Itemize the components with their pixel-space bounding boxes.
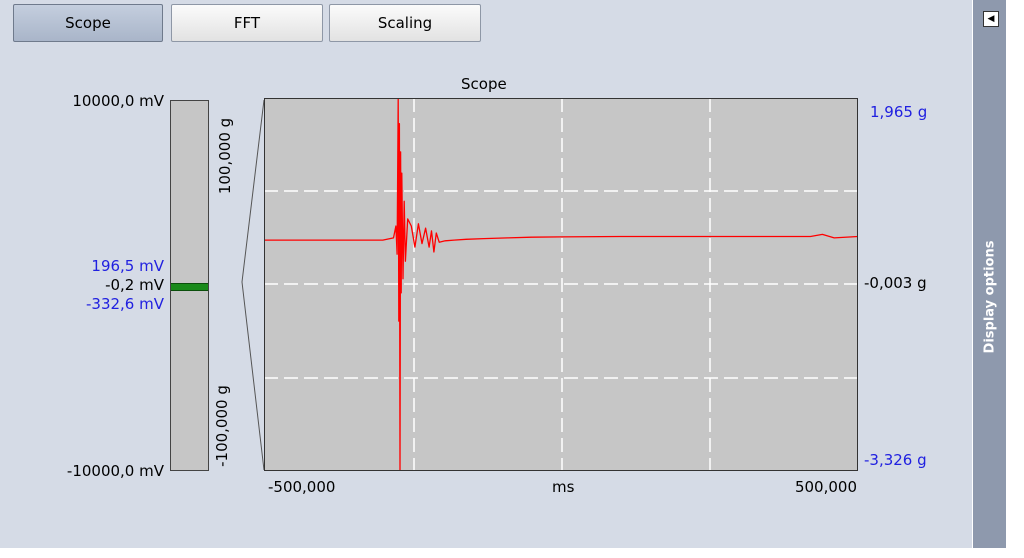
voltage-upper-label: 196,5 mV (91, 257, 164, 275)
tab-scope[interactable]: Scope (13, 4, 163, 42)
g-range-top-label: 100,000 g (216, 117, 234, 195)
x-tick-label-min: -500,000 (268, 478, 336, 496)
signal-trace (264, 98, 858, 471)
plot-border (264, 98, 858, 471)
right-axis-top-label: 1,965 g (870, 103, 928, 121)
g-range-bottom-label: -100,000 g (213, 385, 231, 467)
plot-grid (264, 98, 858, 471)
triangle-left-icon[interactable]: ◀ (983, 11, 999, 27)
voltage-min-label: -10000,0 mV (66, 462, 164, 480)
display-options-panel[interactable] (973, 0, 1006, 548)
voltage-level-bar[interactable] (170, 100, 209, 471)
right-axis-middle-label: -0,003 g (864, 274, 927, 292)
scope-plot[interactable] (264, 98, 858, 471)
tab-fft[interactable]: FFT (171, 4, 323, 42)
zoom-connector (241, 99, 265, 471)
plot-background (264, 98, 858, 471)
voltage-lower-label: -332,6 mV (86, 295, 164, 313)
x-tick-label-max: 500,000 (794, 478, 857, 496)
voltage-current-label: -0,2 mV (105, 276, 164, 294)
chart-title: Scope (461, 75, 507, 93)
tab-scaling[interactable]: Scaling (329, 4, 481, 42)
voltage-level-indicator[interactable] (171, 282, 208, 291)
display-options-label[interactable]: Display options (982, 240, 998, 354)
voltage-max-label: 10000,0 mV (72, 92, 164, 110)
right-axis-bottom-label: -3,326 g (864, 451, 927, 469)
x-axis-label: ms (552, 478, 575, 496)
